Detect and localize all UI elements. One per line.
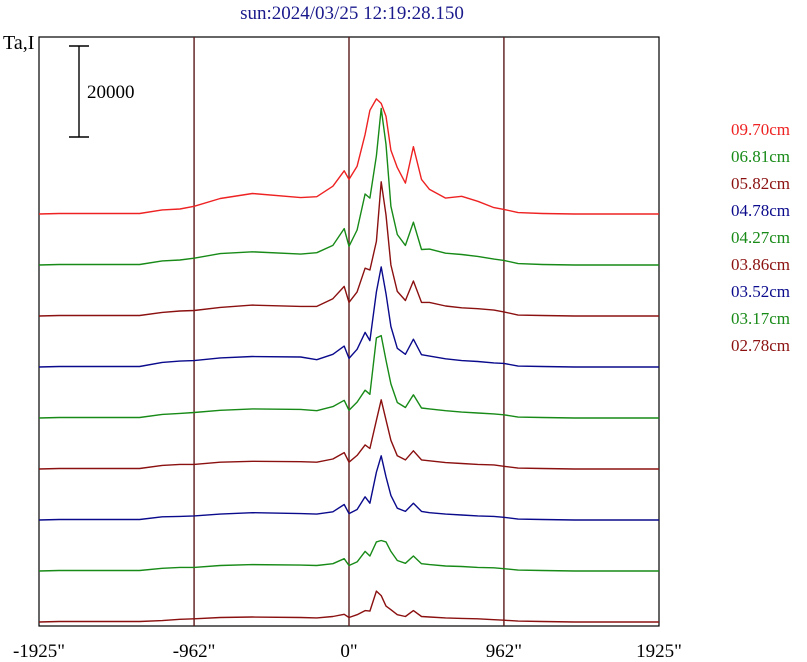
vertical-reference-lines (193, 37, 505, 626)
intensity-scale-bar: 20000 (69, 45, 135, 138)
x-tick-label: 1925" (636, 641, 682, 662)
series-line (38, 334, 659, 419)
legend: 09.70cm 06.81cm 05.82cm 04.78cm 04.27cm 03.86… (731, 120, 790, 355)
legend-entry: 04.27cm (731, 228, 790, 247)
legend-entry: 03.86cm (731, 255, 790, 274)
x-tick-label: -1925" (13, 641, 65, 662)
series-line (38, 98, 659, 215)
legend-entry: 02.78cm (731, 336, 790, 355)
x-tick-labels: -1925" -962" 0" 962" 1925" (13, 641, 682, 662)
series-line (38, 590, 659, 623)
x-tick-label: 962" (486, 641, 522, 662)
x-tick-label: -962" (173, 641, 216, 662)
legend-entry: 06.81cm (731, 147, 790, 166)
series-line (38, 399, 659, 470)
legend-entry: 03.52cm (731, 282, 790, 301)
series-group (38, 98, 659, 623)
series-line (38, 539, 659, 572)
x-tick-label: 0" (340, 641, 357, 662)
chart-title: sun:2024/03/25 12:19:28.150 (240, 3, 464, 24)
legend-entry: 03.17cm (731, 309, 790, 328)
legend-entry: 04.78cm (731, 201, 790, 220)
series-line (38, 455, 659, 521)
series-line (38, 181, 659, 317)
scale-bar-label: 20000 (87, 82, 135, 103)
legend-entry: 09.70cm (731, 120, 790, 139)
y-axis-label: Ta,I (3, 32, 34, 54)
series-line (38, 107, 659, 266)
legend-entry: 05.82cm (731, 174, 790, 193)
series-line (38, 266, 659, 368)
